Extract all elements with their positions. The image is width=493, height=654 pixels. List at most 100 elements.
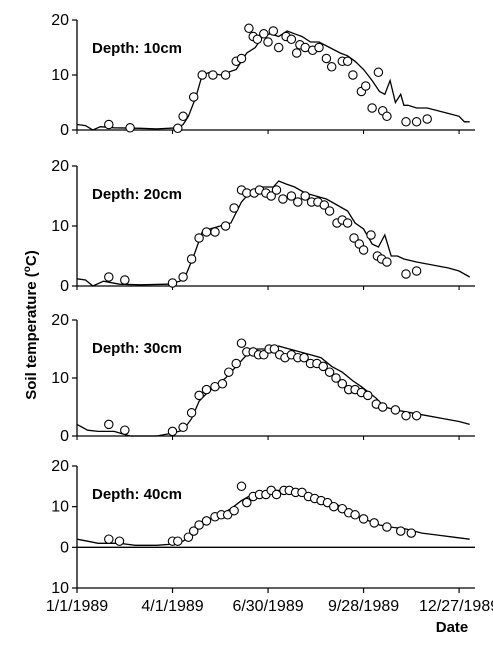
x-axis-title: Date xyxy=(436,619,469,636)
observed-point xyxy=(201,516,212,526)
observed-point xyxy=(173,536,183,546)
panel-label: Depth: 10cm xyxy=(92,40,182,57)
observed-point xyxy=(104,419,114,430)
observed-point xyxy=(319,200,330,210)
x-axis-tick-labels: 1/1/1989 4/1/1989 6/30/1989 9/28/1989 12/27/… xyxy=(46,598,493,615)
observed-point xyxy=(167,278,178,288)
observed-point xyxy=(300,191,310,201)
observed-point xyxy=(358,514,369,524)
observed-point xyxy=(395,526,406,536)
observed-point xyxy=(183,532,194,542)
observed-point xyxy=(401,117,411,127)
observed-point xyxy=(269,344,280,354)
observed-point xyxy=(271,185,282,195)
y-tick-label: 10 xyxy=(51,218,69,235)
panel-2: 0 10 20 Depth: 20cm xyxy=(51,158,475,295)
observed-point xyxy=(236,53,247,64)
observed-point xyxy=(406,528,417,538)
y-tick-label: 0 xyxy=(60,539,69,556)
observed-point xyxy=(369,518,379,528)
observed-point xyxy=(229,203,239,213)
y-tick-label: 20 xyxy=(51,158,69,175)
y-tick-label: 0 xyxy=(60,122,69,139)
observed-point xyxy=(299,352,309,363)
x-tick-label: 9/28/1989 xyxy=(328,598,399,615)
observed-point xyxy=(329,501,339,512)
observed-point xyxy=(358,245,369,255)
observed-point xyxy=(326,62,337,72)
observed-point xyxy=(210,227,220,237)
observed-point xyxy=(104,534,114,544)
observed-point xyxy=(178,422,188,433)
observed-point xyxy=(194,233,204,243)
observed-point xyxy=(186,408,197,418)
observed-point xyxy=(318,361,328,372)
observed-point xyxy=(242,497,252,508)
observed-point xyxy=(321,53,332,64)
observed-point xyxy=(314,42,324,53)
observed-point xyxy=(293,197,303,207)
observed-point xyxy=(360,81,371,91)
observed-point xyxy=(411,410,422,421)
simulated-line xyxy=(76,345,470,437)
observed-point xyxy=(197,70,207,80)
observed-point xyxy=(373,67,384,78)
observed-point xyxy=(178,272,188,282)
observed-point xyxy=(411,266,422,276)
panel-4: 10 0 10 20 Depth: 40cm xyxy=(51,458,475,597)
observed-point xyxy=(208,70,218,80)
observed-point xyxy=(331,373,341,383)
observed-point xyxy=(348,70,358,80)
observed-point xyxy=(377,402,388,412)
observed-point xyxy=(342,56,353,67)
observed-point xyxy=(236,338,247,348)
panel-label: Depth: 40cm xyxy=(92,486,182,503)
observed-point xyxy=(244,23,254,34)
observed-point xyxy=(349,233,359,243)
observed-point xyxy=(229,505,239,516)
observed-point xyxy=(401,410,411,421)
y-tick-label: 0 xyxy=(60,278,69,295)
y-tick-label: 20 xyxy=(51,12,69,29)
observed-point xyxy=(252,34,263,45)
y-tick-label: 10 xyxy=(51,370,69,387)
x-tick-label: 4/1/1989 xyxy=(141,598,203,615)
observed-point xyxy=(201,384,212,395)
panel-label: Depth: 20cm xyxy=(92,186,182,203)
y-tick-label: 10 xyxy=(51,580,69,597)
observed-point xyxy=(220,221,231,231)
observed-point xyxy=(390,405,401,415)
observed-point xyxy=(268,26,279,36)
observed-point xyxy=(224,367,234,377)
observed-point xyxy=(324,206,335,216)
observed-point xyxy=(324,367,335,377)
observed-point xyxy=(259,29,269,39)
panel-1: 0 10 20 Depth: 10cm xyxy=(51,12,475,139)
panel-3: 0 10 20 Depth: 30cm xyxy=(51,312,475,445)
observed-point xyxy=(363,390,373,401)
observed-point xyxy=(271,489,282,500)
observed-point xyxy=(104,272,114,282)
observed-point xyxy=(259,350,269,360)
observed-point xyxy=(286,191,297,201)
observed-point xyxy=(120,275,130,285)
observed-point xyxy=(411,117,422,127)
observed-point xyxy=(236,481,247,492)
observed-point xyxy=(201,227,212,237)
observed-point xyxy=(263,37,273,47)
y-tick-label: 20 xyxy=(51,312,69,329)
observed-point xyxy=(291,48,302,58)
y-tick-label: 10 xyxy=(51,499,69,516)
observed-point xyxy=(167,426,178,437)
observed-point xyxy=(217,379,228,389)
observed-point xyxy=(382,257,392,267)
panel-label: Depth: 30cm xyxy=(92,340,182,357)
observed-point xyxy=(350,510,360,520)
observed-point xyxy=(188,526,199,536)
observed-point xyxy=(382,522,392,532)
observed-point xyxy=(120,425,130,435)
observed-point xyxy=(266,191,276,201)
observed-point xyxy=(366,230,376,240)
observed-point xyxy=(278,194,288,204)
